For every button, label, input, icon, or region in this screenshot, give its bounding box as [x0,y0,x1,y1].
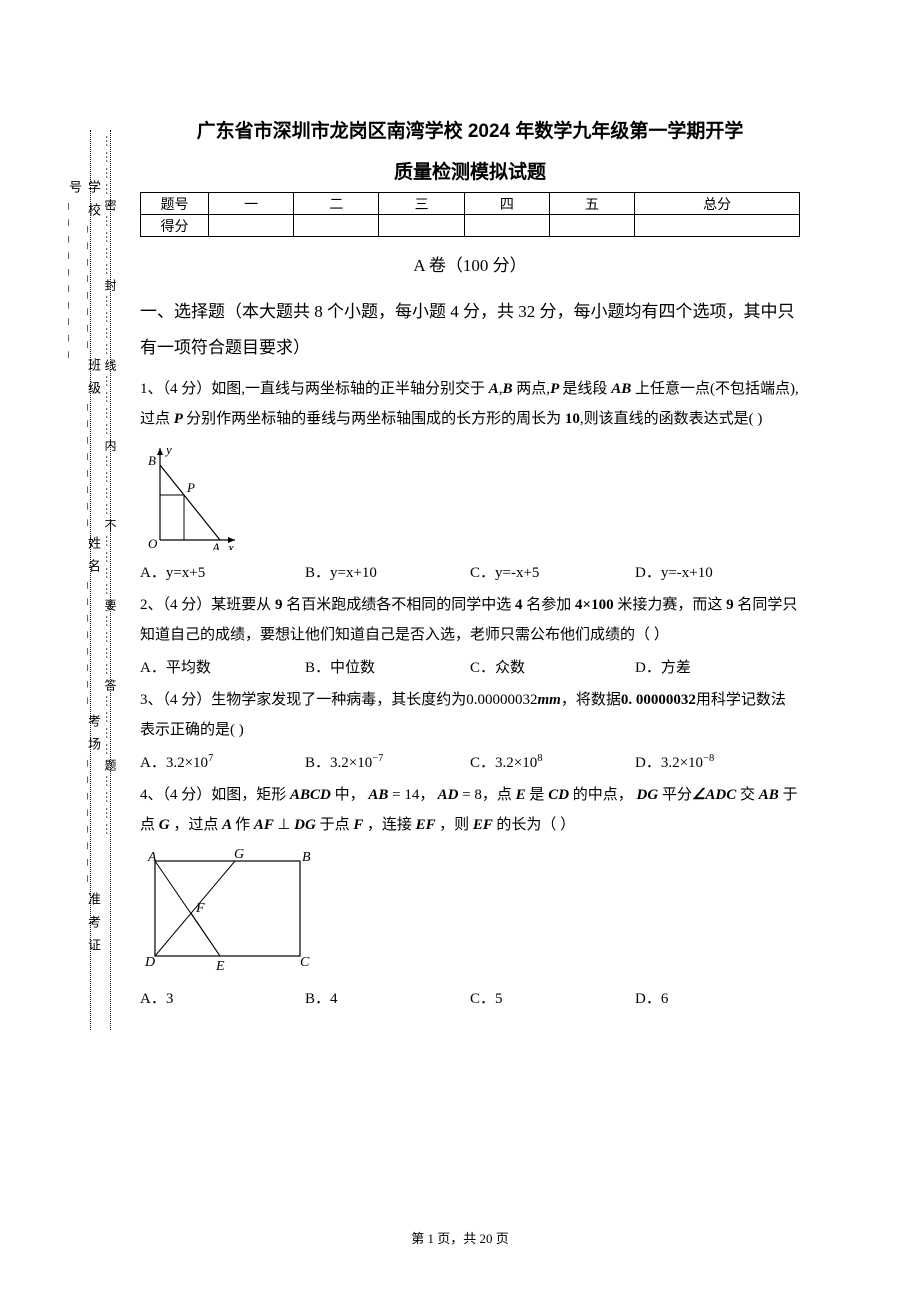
question-1: 1、（4 分）如图,一直线与两坐标轴的正半轴分别交于 A,B 两点,P 是线段 … [140,374,800,434]
q4-t12: 于点 [320,817,350,833]
svg-text:A: A [147,850,157,865]
main-content: 广东省市深圳市龙岗区南湾学校 2024 年数学九年级第一学期开学 质量检测模拟试… [140,115,800,1008]
section-a-label: A 卷（100 分） [140,251,800,276]
th-total: 总分 [635,193,800,215]
q3-opt-a: A．3.2×107 [140,751,305,772]
q1-opt-c: C．y=-x+5 [470,561,635,582]
q3-opt-d: D．3.2×10−8 [635,751,800,772]
q2-opt-c: C．众数 [470,656,635,677]
svg-text:B: B [302,850,311,865]
svg-text:F: F [195,901,205,916]
q2-t1: 2、（4 分）某班要从 [140,597,271,613]
svg-text:A: A [211,540,220,550]
q3-options: A．3.2×107 B．3.2×10−7 C．3.2×108 D．3.2×10−… [140,751,800,772]
score-table-header-row: 题号 一 二 三 四 五 总分 [141,193,800,215]
q4-t13: ，连接 [367,817,412,833]
th-1: 一 [209,193,294,215]
q1-opt-d: D．y=-x+10 [635,561,800,582]
svg-text:C: C [300,955,310,970]
th-3: 三 [379,193,464,215]
q4-t6: 的中点， [573,787,633,803]
q2-opt-b: B．中位数 [305,656,470,677]
th-5: 五 [549,193,634,215]
q4-t10: ，过点 [173,817,218,833]
binding-margin: 学校________班级________姓名________考场________… [60,130,100,1030]
svg-text:B: B [148,453,156,468]
margin-seal-text: …………密…………封…………线…………内…………不…………要…………答…………题… [102,135,119,1035]
q1-text-3: 是线段 [562,381,607,397]
svg-text:P: P [186,480,195,495]
q1-options: A．y=x+5 B．y=x+10 C．y=-x+5 D．y=-x+10 [140,561,800,582]
q4-t3: ， [419,787,434,803]
q1-opt-b: B．y=x+10 [305,561,470,582]
td-4 [464,215,549,237]
th-2: 二 [294,193,379,215]
q2-options: A．平均数 B．中位数 C．众数 D．方差 [140,656,800,677]
q4-t7: 平分 [662,787,692,803]
q1-text-1: 1、（4 分）如图,一直线与两坐标轴的正半轴分别交于 [140,381,485,397]
td-2 [294,215,379,237]
svg-text:y: y [164,442,172,457]
q1-text-2: 两点, [516,381,550,397]
td-3 [379,215,464,237]
q1-opt-a: A．y=x+5 [140,561,305,582]
q2-t3: 名参加 [526,597,571,613]
svg-text:E: E [215,959,225,974]
q4-opt-b: B．4 [305,987,470,1008]
q4-opt-a: A．3 [140,987,305,1008]
question-2: 2、（4 分）某班要从 9 名百米跑成绩各不相同的同学中选 4 名参加 4×10… [140,590,800,650]
q3-t2: ，将数据 [561,692,621,708]
q4-t15: 的长为（ ） [496,817,575,833]
td-5 [549,215,634,237]
q2-t4: 米接力赛，而这 [617,597,722,613]
margin-labels: 学校________班级________姓名________考场________… [65,180,103,980]
q1-text-6: ,则该直线的函数表达式是( ) [580,411,763,427]
q4-t11: 作 [235,817,250,833]
page-title-line2: 质量检测模拟试题 [140,157,800,184]
q3-opt-b: B．3.2×10−7 [305,751,470,772]
td-total [635,215,800,237]
score-table-value-row: 得分 [141,215,800,237]
q2-t2: 名百米跑成绩各不相同的同学中选 [286,597,511,613]
td-label: 得分 [141,215,209,237]
q4-t4: ，点 [482,787,512,803]
q4-t14: ，则 [439,817,469,833]
page-title-line1: 广东省市深圳市龙岗区南湾学校 2024 年数学九年级第一学期开学 [140,115,800,149]
q4-svg: A G B D E C F [140,846,315,976]
q4-opt-c: C．5 [470,987,635,1008]
question-4: 4、（4 分）如图，矩形 ABCD 中， AB = 14， AD = 8，点 E… [140,780,800,840]
svg-text:O: O [148,536,158,550]
svg-text:x: x [227,540,234,550]
q1-figure: O B P A x y [140,440,800,555]
q1-text-5: 分别作两坐标轴的垂线与两坐标轴围成的长方形的周长为 [186,411,561,427]
score-table: 题号 一 二 三 四 五 总分 得分 [140,192,800,237]
td-1 [209,215,294,237]
th-label: 题号 [141,193,209,215]
q1-svg: O B P A x y [140,440,240,550]
question-3: 3、（4 分）生物学家发现了一种病毒，其长度约为0.00000032mm，将数据… [140,685,800,745]
q4-t1: 4、（4 分）如图，矩形 [140,787,286,803]
page-footer: 第 1 页，共 20 页 [0,1228,920,1247]
q3-opt-c: C．3.2×108 [470,751,635,772]
q4-t8: 交 [740,787,755,803]
svg-text:G: G [234,847,244,862]
q2-opt-d: D．方差 [635,656,800,677]
svg-text:D: D [144,955,155,970]
q4-opt-d: D．6 [635,987,800,1008]
section1-heading: 一、选择题（本大题共 8 个小题，每小题 4 分，共 32 分，每小题均有四个选… [140,294,800,365]
q4-figure: A G B D E C F [140,846,800,981]
q4-t5: 是 [529,787,544,803]
q3-t1: 3、（4 分）生物学家发现了一种病毒，其长度约为 [140,692,466,708]
q4-t2: 中， [335,787,365,803]
q4-options: A．3 B．4 C．5 D．6 [140,987,800,1008]
th-4: 四 [464,193,549,215]
q2-opt-a: A．平均数 [140,656,305,677]
